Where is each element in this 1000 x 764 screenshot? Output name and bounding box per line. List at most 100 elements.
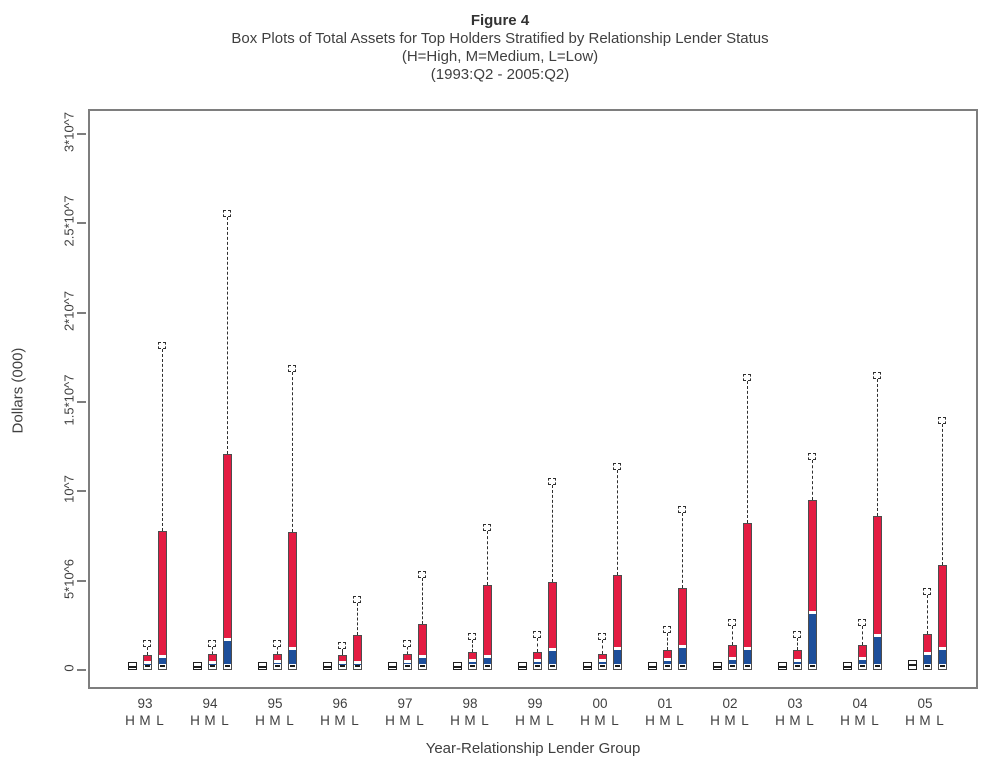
- upper-whisker-03-M: [796, 638, 798, 651]
- lower-whisker-cap: [209, 664, 215, 667]
- plot-area: [77, 109, 978, 689]
- whisker-cap-00-M: [598, 633, 606, 641]
- upper-quartile-segment: [533, 653, 541, 660]
- upper-whisker-97-L: [421, 577, 423, 624]
- y-tick-label: 0: [61, 664, 77, 672]
- whisker-cap-97-L: [418, 570, 426, 578]
- boxplot-03-M: [792, 650, 802, 670]
- upper-whisker-93-L: [161, 348, 163, 531]
- upper-quartile-segment: [143, 655, 151, 661]
- subgroup-label-95-H: H: [255, 713, 265, 728]
- upper-whisker-02-M: [731, 625, 733, 645]
- upper-whisker-98-L: [486, 531, 488, 585]
- tinybox-median-line: [128, 665, 136, 668]
- subgroup-label-94-L: L: [221, 713, 229, 728]
- upper-whisker-00-L: [616, 470, 618, 576]
- upper-whisker-01-L: [681, 513, 683, 588]
- lower-whisker-cap: [404, 664, 410, 667]
- upper-whisker-93-M: [146, 647, 148, 655]
- whisker-cap-99-M: [533, 631, 541, 639]
- subgroup-label-95-M: M: [269, 713, 281, 728]
- lower-whisker-cap: [924, 664, 930, 667]
- lower-whisker-cap: [794, 664, 800, 667]
- subgroup-label-95-L: L: [286, 713, 294, 728]
- boxplot-04-L: [872, 516, 882, 670]
- subgroup-label-04-H: H: [840, 713, 850, 728]
- upper-quartile-segment: [613, 576, 621, 647]
- subgroup-label-98-M: M: [464, 713, 476, 728]
- upper-quartile-segment: [938, 565, 946, 647]
- figure-subtitle-2: (H=High, M=Medium, L=Low): [401, 48, 599, 65]
- lower-whisker-cap: [289, 664, 295, 667]
- lower-whisker-cap: [339, 664, 345, 667]
- upper-whisker-97-M: [406, 647, 408, 654]
- subgroup-label-00-L: L: [611, 713, 619, 728]
- lower-quartile-segment: [223, 640, 231, 664]
- tinybox-median-line: [388, 665, 396, 668]
- lower-whisker-cap: [614, 664, 620, 667]
- subgroup-label-98-H: H: [450, 713, 460, 728]
- subgroup-label-97-L: L: [416, 713, 424, 728]
- upper-quartile-segment: [223, 454, 231, 638]
- boxplot-01-M: [662, 650, 672, 670]
- y-tick-label: 3*10^7: [61, 111, 77, 153]
- boxplot-97-M: [402, 653, 412, 670]
- boxplot-93-M: [142, 654, 152, 670]
- boxplot-95-H: [257, 661, 267, 670]
- upper-whisker-05-L: [941, 423, 943, 565]
- subgroup-label-97-M: M: [399, 713, 411, 728]
- whisker-cap-96-L: [353, 595, 361, 603]
- tinybox-median-line: [453, 665, 461, 668]
- subgroup-label-01-H: H: [645, 713, 655, 728]
- upper-whisker-98-M: [471, 640, 473, 653]
- year-label-95: 95: [267, 696, 283, 711]
- subgroup-label-93-H: H: [125, 713, 135, 728]
- boxplot-98-M: [467, 652, 477, 670]
- upper-quartile-segment: [743, 524, 751, 647]
- subgroup-label-00-M: M: [594, 713, 606, 728]
- whisker-cap-03-L: [808, 452, 816, 460]
- boxplot-00-L: [612, 575, 622, 670]
- lower-whisker-cap: [809, 664, 815, 667]
- lower-whisker-cap: [484, 664, 490, 667]
- whisker-cap-02-L: [743, 373, 751, 381]
- figure-subtitle-1: Box Plots of Total Assets for Top Holder…: [231, 30, 769, 47]
- boxplot-94-M: [207, 653, 217, 670]
- whisker-cap-96-M: [338, 641, 346, 649]
- figure-title-block: Figure 4 Box Plots of Total Assets for T…: [0, 12, 1000, 84]
- lower-quartile-segment: [728, 660, 736, 664]
- lower-quartile-segment: [598, 662, 606, 664]
- upper-quartile-segment: [678, 588, 686, 645]
- upper-quartile-segment: [273, 654, 281, 660]
- lower-quartile-segment: [403, 662, 411, 664]
- upper-whisker-95-L: [291, 372, 293, 533]
- subgroup-label-96-L: L: [351, 713, 359, 728]
- upper-quartile-segment: [598, 654, 606, 660]
- subgroup-label-98-L: L: [481, 713, 489, 728]
- subgroup-label-96-H: H: [320, 713, 330, 728]
- upper-quartile-segment: [923, 635, 931, 652]
- y-tick-mark: [77, 579, 86, 582]
- upper-whisker-95-M: [276, 647, 278, 654]
- lower-whisker-cap: [534, 664, 540, 667]
- upper-quartile-segment: [418, 624, 426, 655]
- whisker-cap-98-M: [468, 633, 476, 641]
- whisker-cap-01-M: [663, 625, 671, 633]
- subgroup-label-94-H: H: [190, 713, 200, 728]
- subgroup-label-05-H: H: [905, 713, 915, 728]
- upper-whisker-96-M: [341, 648, 343, 655]
- whisker-cap-05-M: [923, 588, 931, 596]
- tinybox-median-line: [843, 665, 851, 668]
- tinybox-median-line: [648, 665, 656, 668]
- subgroup-label-02-L: L: [741, 713, 749, 728]
- lower-whisker-cap: [469, 664, 475, 667]
- upper-whisker-94-L: [226, 216, 228, 454]
- subgroup-label-99-H: H: [515, 713, 525, 728]
- lower-quartile-segment: [143, 663, 151, 665]
- lower-quartile-segment: [158, 657, 166, 664]
- upper-quartile-segment: [208, 654, 216, 661]
- whisker-cap-00-L: [613, 463, 621, 471]
- whisker-cap-93-L: [158, 341, 166, 349]
- lower-whisker-cap: [274, 664, 280, 667]
- subgroup-label-02-M: M: [724, 713, 736, 728]
